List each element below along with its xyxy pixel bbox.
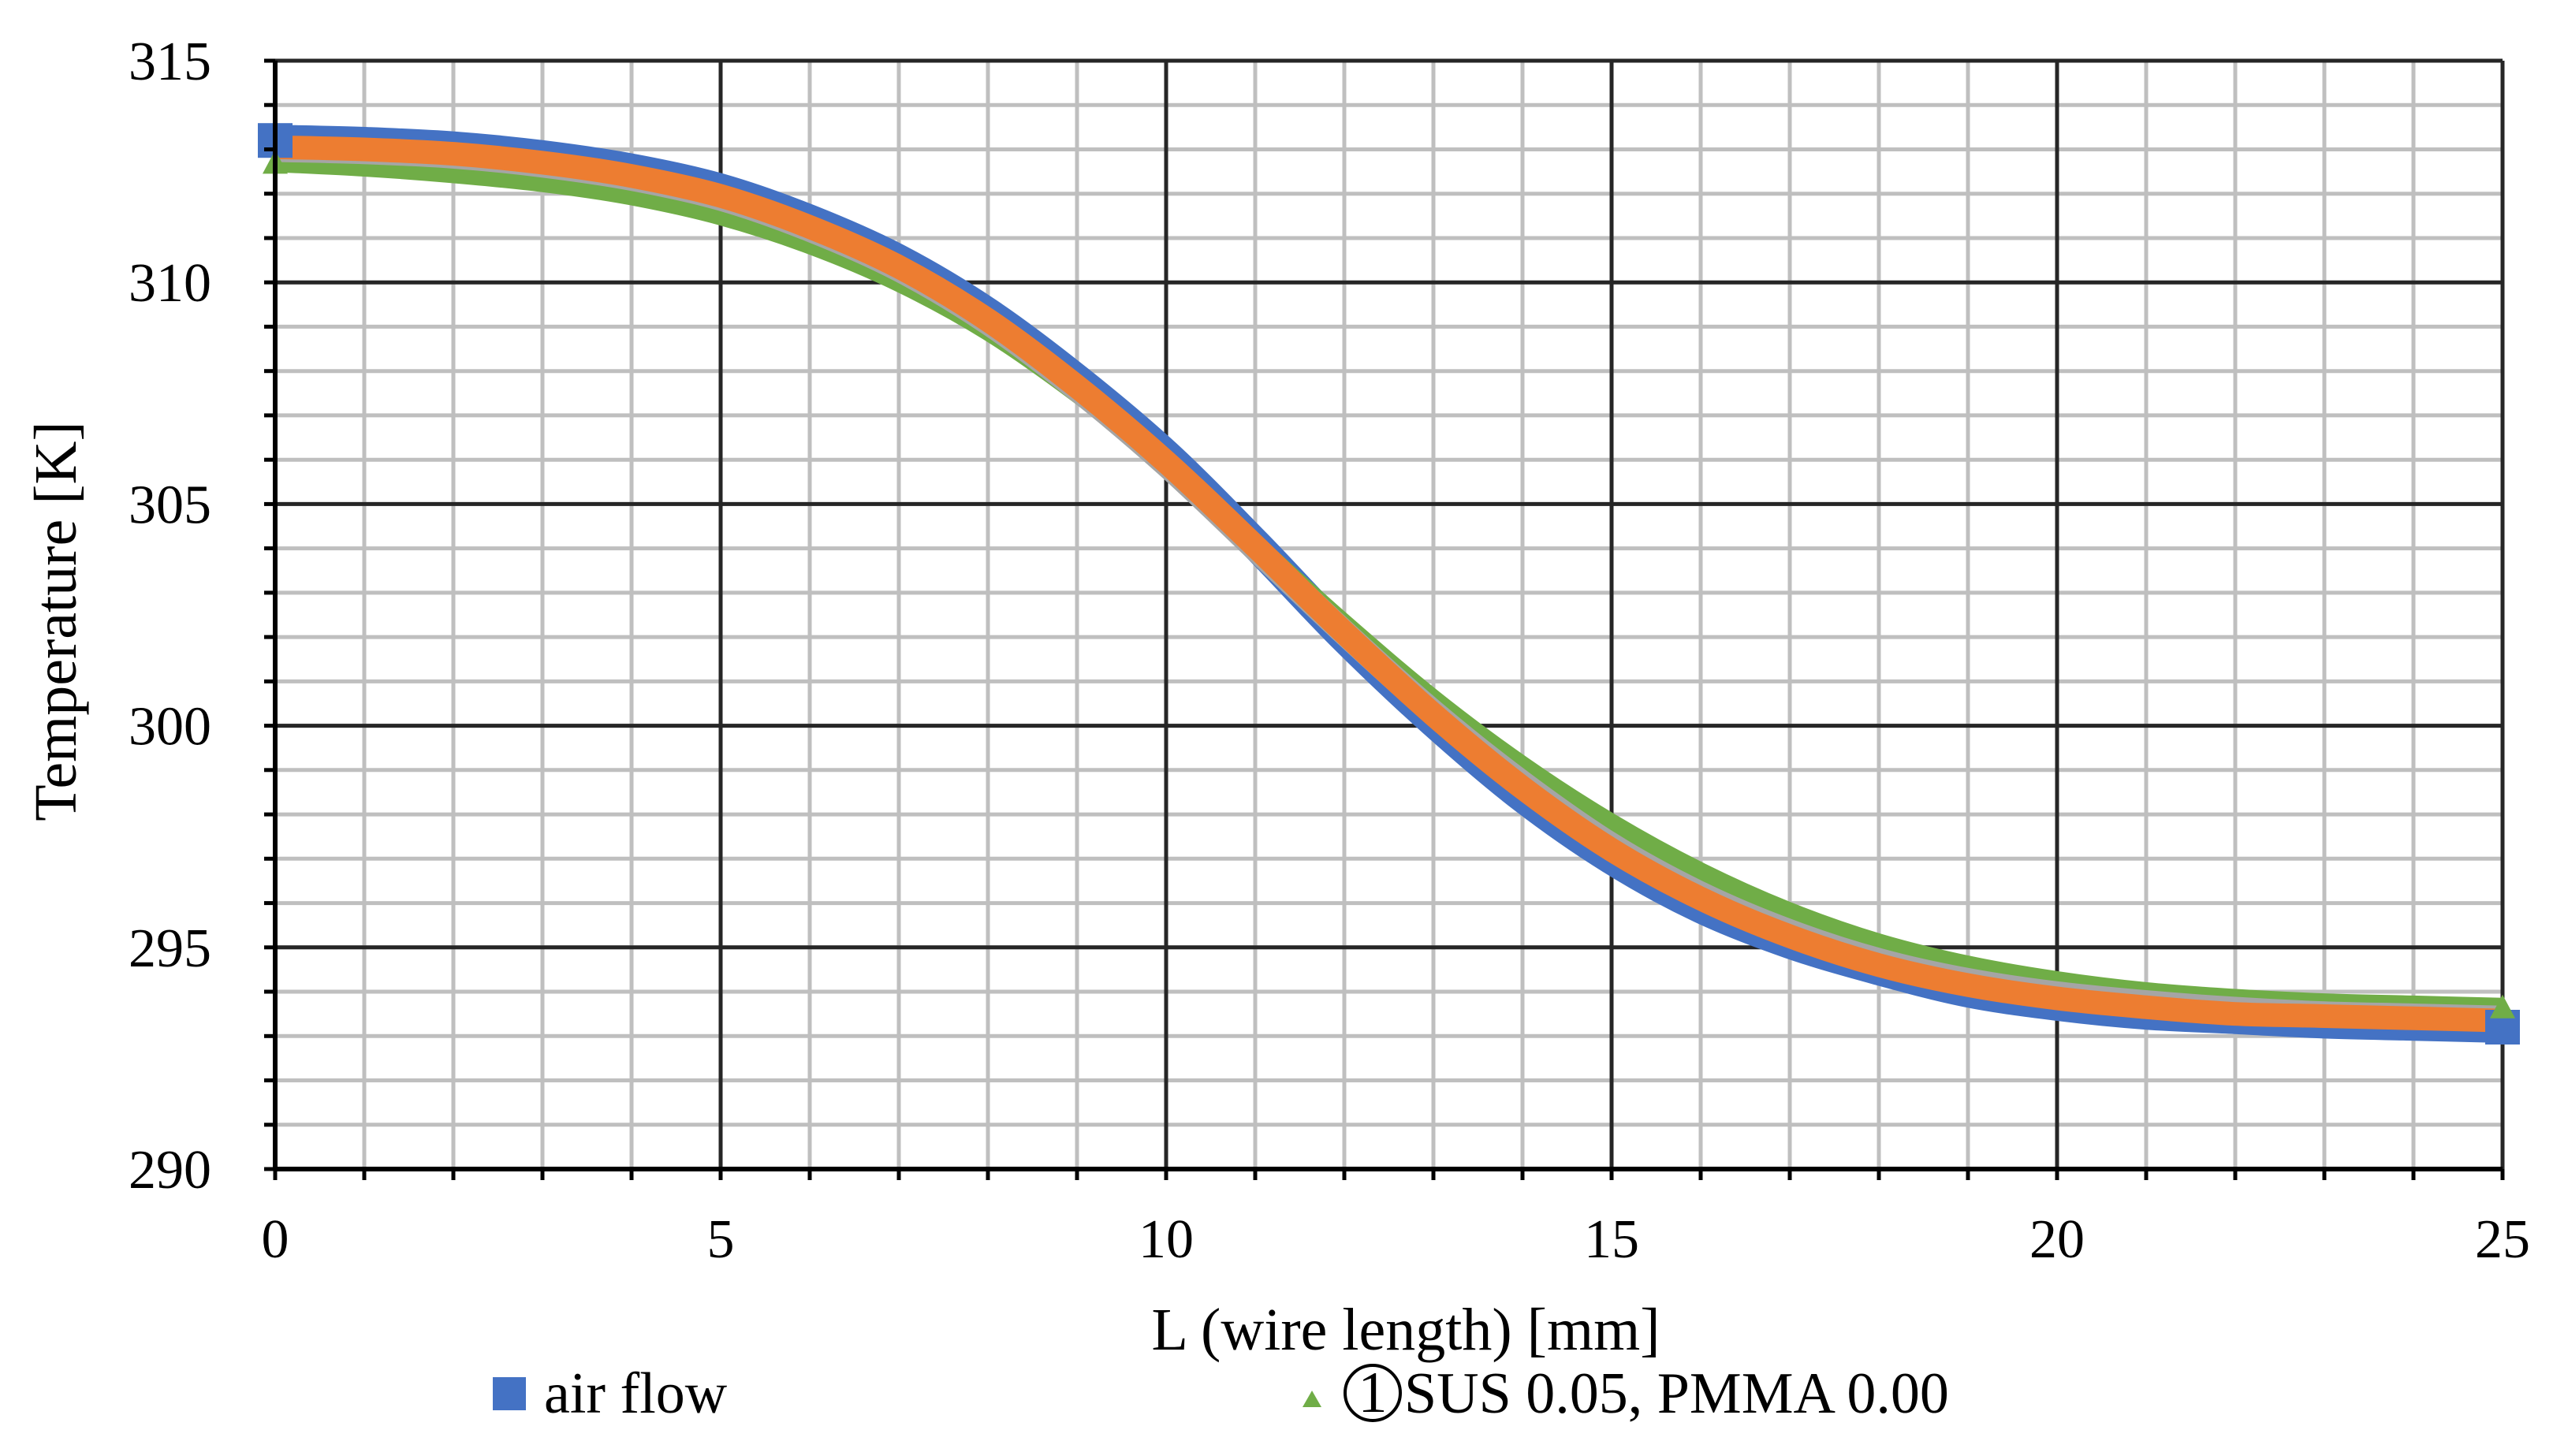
y-tick-label: 300 [129,697,211,758]
x-tick-label: 25 [2475,1209,2530,1270]
y-tick-label: 305 [129,475,211,535]
legend: air flow 1 SUS 0.05, PMMA 0.00 [493,1361,1949,1426]
legend-label-air-flow: air flow [544,1361,728,1426]
x-tick-label: 20 [2029,1209,2085,1270]
series-line-2 [274,135,2503,1033]
x-tick-label: 15 [1584,1209,1639,1270]
y-tick-label: 310 [129,253,211,314]
axis-layer [264,58,2505,1180]
legend-label-sus-pmma: SUS 0.05, PMMA 0.00 [1404,1361,1949,1426]
legend-circled-number: 1 [1358,1361,1388,1425]
y-tick-label: 315 [129,32,211,92]
x-tick-label: 5 [707,1209,735,1270]
legend-marker-air-flow [493,1377,526,1410]
series-layer [258,123,2520,1045]
legend-marker-sus-pmma [1303,1391,1321,1407]
y-tick-labels: 290 295 300 305 310 315 [129,32,211,1201]
x-tick-labels: 0 5 10 15 20 25 [262,1209,2531,1270]
y-tick-label: 295 [129,918,211,979]
sus-pmma-endpoint-marker-1 [2490,994,2515,1018]
legend-circled-number-ring [1344,1364,1402,1422]
x-axis-title: L (wire length) [mm] [1151,1297,1660,1363]
x-tick-label: 0 [262,1209,289,1270]
y-tick-label: 290 [129,1140,211,1201]
y-axis-title: Temperature [K] [23,421,89,821]
x-tick-label: 10 [1139,1209,1194,1270]
